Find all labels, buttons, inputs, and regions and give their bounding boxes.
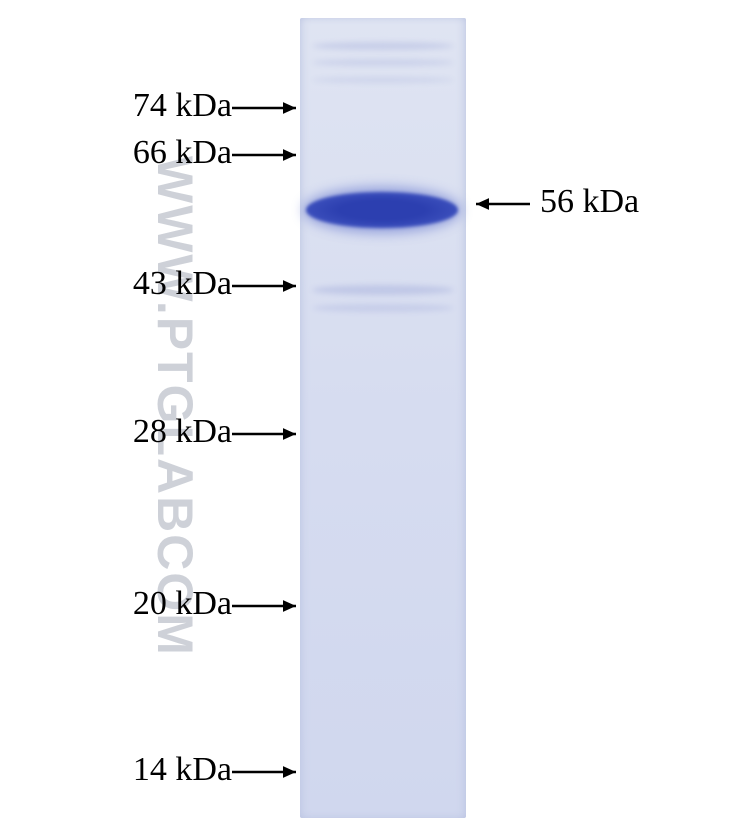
watermark: WWW.PTGLABCOM: [146, 156, 204, 657]
marker-label: 43 kDa: [133, 265, 232, 303]
sample-band-label: 56 kDa: [540, 183, 639, 221]
marker-label: 74 kDa: [133, 87, 232, 125]
faint-band: [312, 42, 454, 50]
marker-label: 66 kDa: [133, 134, 232, 172]
faint-band: [312, 77, 454, 83]
sample-band: [306, 192, 458, 228]
faint-band: [312, 59, 454, 66]
gel-lane: [300, 18, 466, 818]
marker-label: 14 kDa: [133, 751, 232, 789]
faint-band: [312, 285, 454, 295]
faint-band: [312, 304, 454, 312]
marker-label: 28 kDa: [133, 413, 232, 451]
marker-label: 20 kDa: [133, 585, 232, 623]
